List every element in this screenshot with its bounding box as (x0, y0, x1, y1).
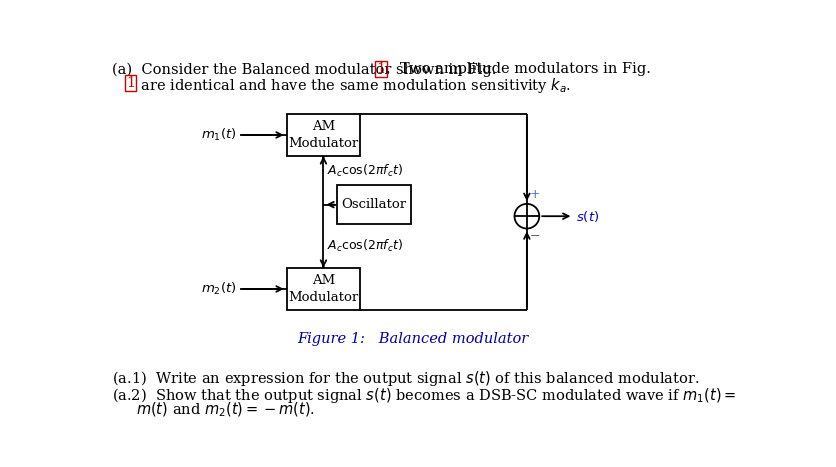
Text: $m_1(t)$: $m_1(t)$ (201, 127, 237, 143)
Text: AM
Modulator: AM Modulator (288, 120, 359, 150)
Text: $A_c\cos(2\pi f_c t)$: $A_c\cos(2\pi f_c t)$ (328, 238, 403, 254)
Bar (287, 114, 360, 156)
Text: .  Two amplitude modulators in Fig.: . Two amplitude modulators in Fig. (386, 62, 650, 76)
Text: 1: 1 (376, 62, 385, 76)
Text: $s(t)$: $s(t)$ (576, 209, 599, 224)
Text: +: + (530, 188, 541, 201)
Text: 1: 1 (126, 76, 135, 90)
Text: (a.1)  Write an expression for the output signal $s(t)$ of this balanced modulat: (a.1) Write an expression for the output… (112, 368, 700, 388)
Text: Oscillator: Oscillator (341, 198, 406, 211)
Text: $m(t)$ and $m_2(t) = -m(t)$.: $m(t)$ and $m_2(t) = -m(t)$. (135, 401, 314, 419)
Bar (337, 185, 410, 224)
Text: −: − (530, 230, 541, 243)
Circle shape (514, 204, 539, 228)
Text: (a.2)  Show that the output signal $s(t)$ becomes a DSB-SC modulated wave if $m_: (a.2) Show that the output signal $s(t)$… (112, 386, 737, 404)
Text: (a)  Consider the Balanced modulator shown in Fig.: (a) Consider the Balanced modulator show… (112, 62, 502, 77)
Text: Figure 1:   Balanced modulator: Figure 1: Balanced modulator (298, 332, 528, 346)
Text: $A_c\cos(2\pi f_c t)$: $A_c\cos(2\pi f_c t)$ (328, 163, 403, 179)
Bar (287, 268, 360, 310)
Text: $m_2(t)$: $m_2(t)$ (201, 281, 237, 297)
Text: are identical and have the same modulation sensitivity $k_a$.: are identical and have the same modulati… (135, 76, 571, 95)
Text: AM
Modulator: AM Modulator (288, 274, 359, 304)
